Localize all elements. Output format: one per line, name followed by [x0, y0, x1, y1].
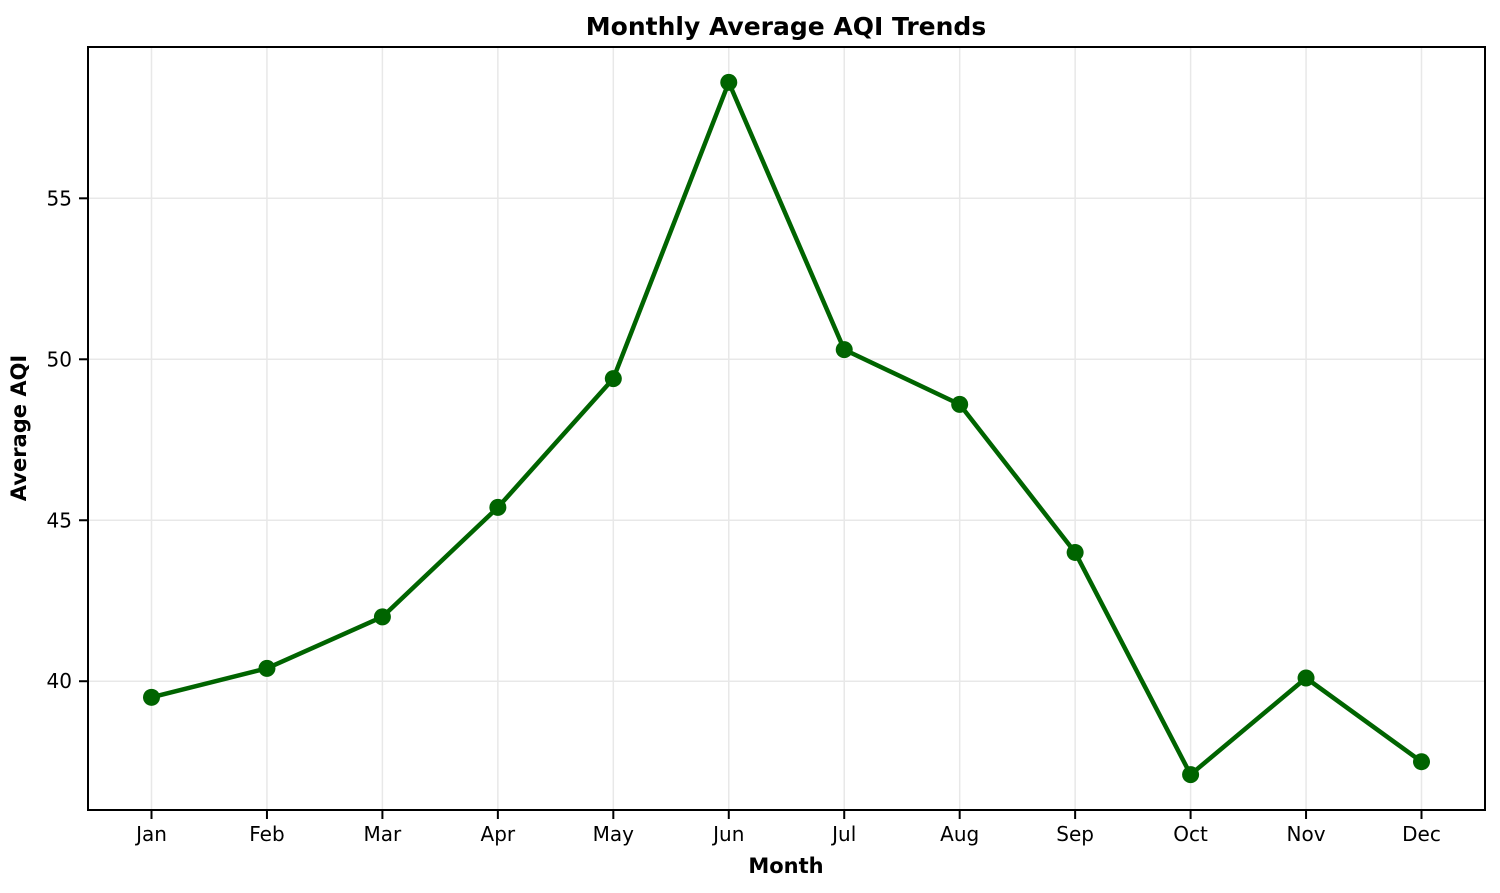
y-tick-labels: 40 45 50 55 [47, 186, 72, 693]
x-tick-label: Jul [830, 822, 856, 846]
aqi-data-markers [143, 73, 1430, 784]
y-tick-label: 45 [47, 508, 72, 532]
x-tick-labels: Jan Feb Mar Apr May Jun Jul Aug Sep Oct Nov Dec [134, 822, 1441, 846]
x-tick-label: Oct [1173, 822, 1208, 846]
y-tick-label: 55 [47, 186, 72, 210]
x-axis-label: Month [748, 854, 823, 878]
axis-ticks [79, 197, 1423, 819]
data-point-marker [835, 341, 853, 359]
y-tick-label: 40 [47, 669, 72, 693]
x-tick-label: Mar [364, 822, 403, 846]
x-tick-label: Aug [940, 822, 979, 846]
x-tick-label: Apr [481, 822, 516, 846]
x-tick-label: Dec [1402, 822, 1441, 846]
data-point-marker [951, 395, 969, 413]
aqi-trend-line [149, 80, 1424, 777]
chart-title: Monthly Average AQI Trends [586, 12, 986, 41]
x-tick-label: May [593, 822, 635, 846]
plot-area-border [87, 46, 1486, 811]
data-point-marker [720, 73, 738, 91]
data-point-marker [1182, 766, 1200, 784]
data-point-marker [489, 498, 507, 516]
trend-polyline [149, 80, 1424, 777]
data-point-marker [604, 370, 622, 388]
x-tick-label: Jun [711, 822, 744, 846]
grid-lines [88, 47, 1485, 810]
data-point-marker [1066, 543, 1084, 561]
data-point-marker [143, 688, 160, 706]
data-point-marker [1413, 753, 1430, 771]
y-tick-label: 50 [47, 347, 72, 371]
y-axis-label: Average AQI [7, 355, 31, 501]
data-point-marker [258, 659, 276, 677]
x-tick-label: Sep [1056, 822, 1094, 846]
data-point-marker [1297, 669, 1315, 687]
data-point-marker [373, 608, 391, 626]
x-tick-label: Nov [1287, 822, 1326, 846]
x-tick-label: Feb [249, 822, 284, 846]
x-tick-label: Jan [134, 822, 167, 846]
